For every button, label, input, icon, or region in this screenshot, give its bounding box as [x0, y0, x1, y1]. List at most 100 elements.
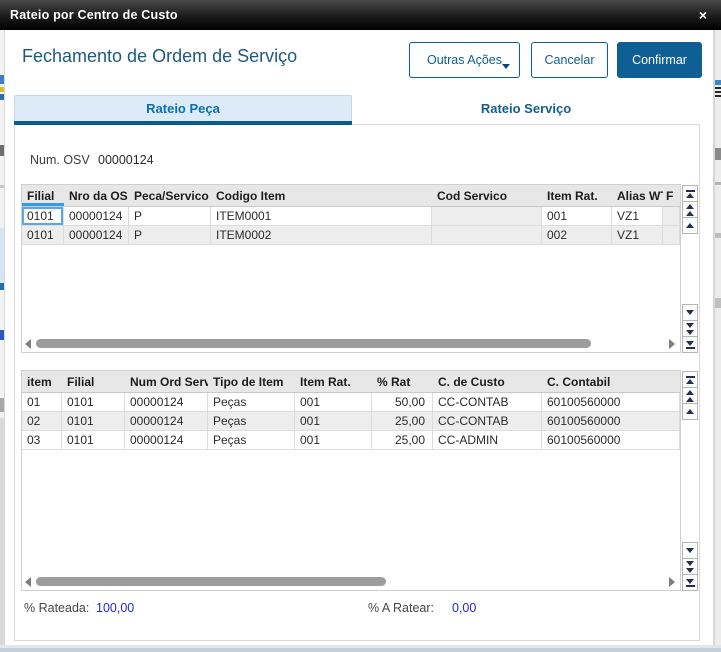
scrollbar-thumb[interactable]	[36, 339, 591, 348]
page-title: Fechamento de Ordem de Serviço	[22, 46, 298, 66]
table-row[interactable]: 02 0101 00000124 Peças 001 25,00 CC-CONT…	[22, 412, 680, 431]
dialog-titlebar: Rateio por Centro de Custo ×	[0, 0, 721, 30]
dialog-right-border	[713, 30, 714, 645]
scroll-down-icon[interactable]	[682, 304, 698, 321]
grid-cell[interactable]: 0101	[62, 431, 125, 450]
parts-grid-vscroll	[682, 185, 698, 353]
column-header-c-de-custo[interactable]: C. de Custo	[438, 375, 505, 389]
scroll-to-bottom-icon[interactable]	[682, 336, 698, 353]
grid-cell[interactable]: 25,00	[372, 412, 433, 431]
cancel-button[interactable]: Cancelar	[531, 42, 608, 78]
scroll-up-icon[interactable]	[682, 403, 698, 420]
scroll-page-down-icon[interactable]	[682, 320, 698, 337]
grid-cell[interactable]: P	[129, 226, 211, 245]
grid-cell[interactable]: CC-CONTAB	[433, 412, 542, 431]
table-row[interactable]: 0101 00000124 P ITEM0001 001 VZ1	[22, 207, 680, 226]
grid-cell[interactable]: Peças	[208, 431, 295, 450]
column-header-codigo-item[interactable]: Codigo Item	[216, 189, 286, 203]
column-header-item[interactable]: item	[27, 375, 52, 389]
grid-cell[interactable]: 60100560000	[542, 431, 680, 450]
grid-cell[interactable]: 00000124	[125, 431, 208, 450]
scrollbar-track[interactable]	[34, 577, 666, 586]
grid-cell[interactable]: 00000124	[64, 226, 129, 245]
grid-cell[interactable]: CC-CONTAB	[433, 393, 542, 412]
tab-rateio-peca[interactable]: Rateio Peça	[14, 95, 352, 121]
grid-cell[interactable]	[432, 207, 542, 226]
grid-cell[interactable]: 00000124	[125, 393, 208, 412]
num-osv-value: 00000124	[98, 153, 154, 167]
grid-cell[interactable]: ITEM0002	[211, 226, 432, 245]
table-row[interactable]: 03 0101 00000124 Peças 001 25,00 CC-ADMI…	[22, 431, 680, 450]
grid-cell[interactable]: 03	[22, 431, 62, 450]
num-osv-label: Num. OSV	[30, 153, 90, 167]
grid-cell[interactable]: 001	[295, 431, 372, 450]
column-header-cod-servico[interactable]: Cod Servico	[437, 189, 508, 203]
grid-cell[interactable]: 50,00	[372, 393, 433, 412]
close-icon[interactable]: ×	[698, 7, 707, 23]
column-header-nro-da-os[interactable]: Nro da OS	[69, 189, 128, 203]
grid-cell[interactable]: 00000124	[64, 207, 129, 226]
scroll-down-icon[interactable]	[682, 542, 698, 559]
table-row[interactable]: 01 0101 00000124 Peças 001 50,00 CC-CONT…	[22, 393, 680, 412]
pct-rateada-label: % Rateada:	[24, 601, 90, 615]
grid-cell[interactable]: 002	[542, 226, 612, 245]
grid-cell[interactable]: VZ1	[612, 226, 663, 245]
scroll-left-icon[interactable]	[25, 576, 31, 587]
active-tab-underline	[14, 121, 352, 125]
tab-rateio-servico[interactable]: Rateio Serviço	[352, 95, 700, 121]
column-header-alias-wt[interactable]: Alias WT	[617, 189, 663, 203]
tab-rateio-servico-label: Rateio Serviço	[480, 100, 572, 116]
scroll-page-up-icon[interactable]	[682, 201, 698, 218]
column-header-num-ord-serv[interactable]: Num Ord Serv	[130, 375, 208, 389]
horizontal-scrollbar	[25, 576, 675, 587]
column-header-filial[interactable]: Filial	[22, 185, 64, 206]
scroll-to-top-icon[interactable]	[682, 185, 698, 202]
scroll-up-icon[interactable]	[682, 217, 698, 234]
grid-cell[interactable]: VZ1	[612, 207, 663, 226]
grid-cell[interactable]: 60100560000	[542, 393, 680, 412]
column-header-filial[interactable]: Filial	[67, 375, 95, 389]
scrollbar-thumb[interactable]	[36, 577, 386, 586]
grid-cell[interactable]: P	[129, 207, 211, 226]
grid-cell[interactable]: 001	[542, 207, 612, 226]
grid-cell[interactable]: 00000124	[125, 412, 208, 431]
scroll-right-icon[interactable]	[669, 338, 675, 349]
scroll-page-up-icon[interactable]	[682, 387, 698, 404]
active-column-indicator	[22, 203, 64, 206]
table-row[interactable]: 0101 00000124 P ITEM0002 002 VZ1	[22, 226, 680, 245]
column-header-item-rat[interactable]: Item Rat.	[300, 375, 351, 389]
scroll-left-icon[interactable]	[25, 338, 31, 349]
grid-cell[interactable]: 001	[295, 393, 372, 412]
grid-cell[interactable]: 0101	[62, 412, 125, 431]
column-header-tipo-de-item[interactable]: Tipo de Item	[213, 375, 284, 389]
grid-cell[interactable]: 02	[22, 412, 62, 431]
other-actions-button[interactable]: Outras Ações	[409, 42, 520, 78]
grid-cell[interactable]: 0101	[62, 393, 125, 412]
grid-cell[interactable]: 60100560000	[542, 412, 680, 431]
column-header-clipped[interactable]: F	[666, 189, 674, 203]
grid-cell[interactable]: 001	[295, 412, 372, 431]
grid-cell[interactable]	[432, 226, 542, 245]
scroll-page-down-icon[interactable]	[682, 558, 698, 575]
grid-cell[interactable]: 25,00	[372, 431, 433, 450]
column-header-c-contabil[interactable]: C. Contabil	[547, 375, 611, 389]
grid-cell[interactable]: Peças	[208, 412, 295, 431]
column-header-item-rat[interactable]: Item Rat.	[547, 189, 598, 203]
column-header-pct-rat[interactable]: % Rat	[377, 375, 411, 389]
scroll-right-icon[interactable]	[669, 576, 675, 587]
scroll-to-top-icon[interactable]	[682, 371, 698, 388]
grid-cell[interactable]: Peças	[208, 393, 295, 412]
grid-cell[interactable]: 01	[22, 393, 62, 412]
grid-cell[interactable]: 0101	[22, 226, 64, 245]
confirm-button[interactable]: Confirmar	[617, 42, 702, 78]
scrollbar-track[interactable]	[34, 339, 666, 348]
grid-cell[interactable]: ITEM0001	[211, 207, 432, 226]
grid-cell[interactable]	[663, 207, 680, 226]
grid-cell-selected[interactable]: 0101	[22, 207, 64, 226]
column-header-peca-servico[interactable]: Peca/Servico	[134, 189, 209, 203]
grid-cell[interactable]	[663, 226, 680, 245]
confirm-label: Confirmar	[632, 53, 687, 67]
scroll-to-bottom-icon[interactable]	[682, 574, 698, 591]
grid-cell[interactable]: CC-ADMIN	[433, 431, 542, 450]
